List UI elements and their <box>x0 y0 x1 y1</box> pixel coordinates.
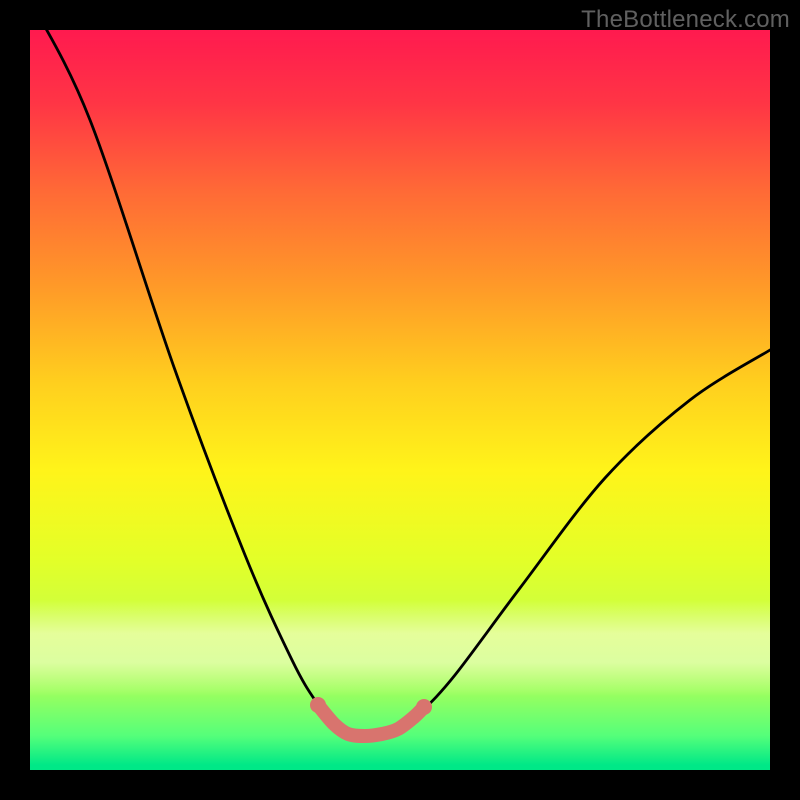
bottom-green-strip <box>30 765 770 770</box>
bottom-highlight-endpoint-right <box>416 699 432 715</box>
watermark-text: TheBottleneck.com <box>581 6 790 34</box>
pale-haze-band <box>30 600 770 696</box>
chart-canvas <box>0 0 800 800</box>
bottom-highlight-endpoint-left <box>310 697 326 713</box>
chart-svg <box>0 0 800 800</box>
